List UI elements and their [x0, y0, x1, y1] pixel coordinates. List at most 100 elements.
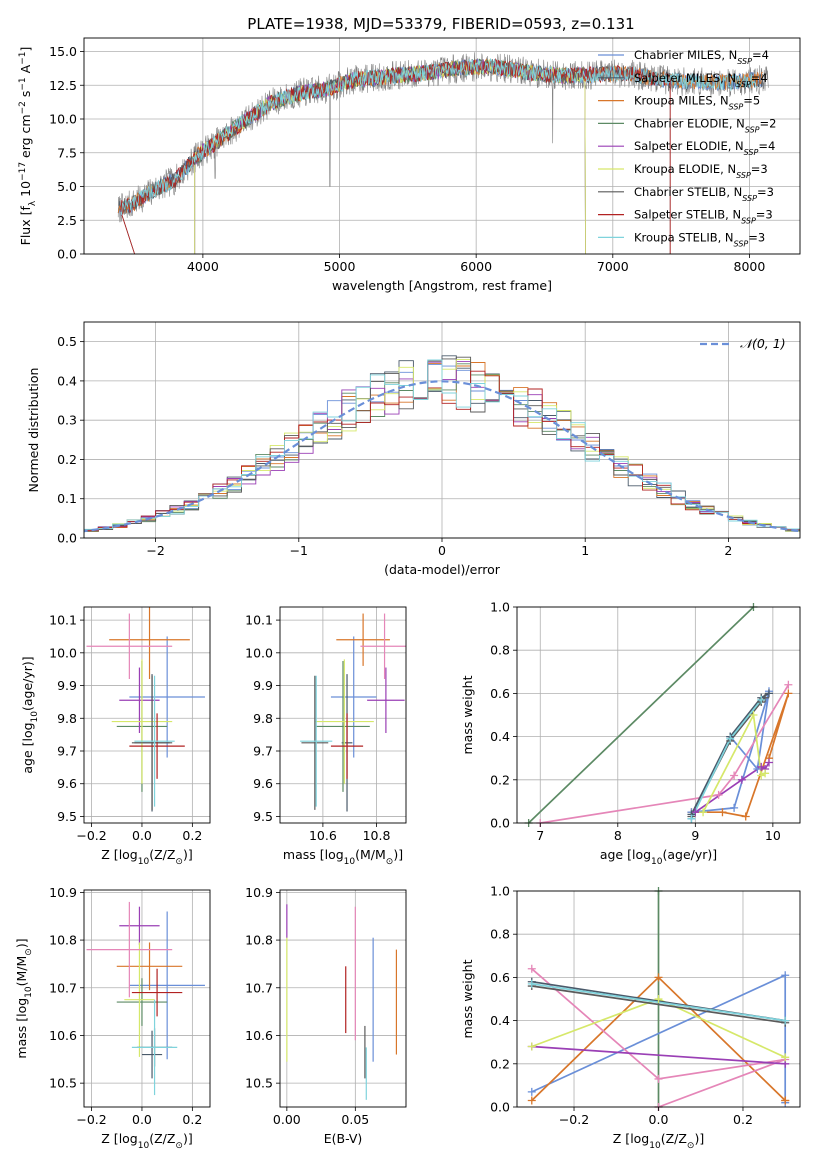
weight-marker	[654, 1074, 663, 1083]
y-tick-label: 2.5	[57, 213, 77, 228]
histogram-kroupa-stelib	[84, 359, 800, 534]
label-part: mass [	[283, 847, 325, 862]
label-part: −2	[18, 101, 28, 114]
y-axis-label: mass weight	[460, 959, 475, 1038]
x-axis-label: mass [log10(M/M⊙)]	[283, 847, 403, 867]
y-tick-label: 0.0	[490, 1100, 510, 1115]
plot-area	[300, 613, 406, 812]
y-tick-label: 9.7	[253, 744, 273, 759]
weight-marker	[784, 680, 793, 689]
legend-entry: Kroupa MILES, NSSP=5	[634, 94, 760, 112]
legend-entry: Chabrier STELIB, NSSP=3	[634, 185, 774, 203]
gaussian-curve	[84, 380, 800, 533]
plot-area	[86, 607, 205, 812]
y-tick-label: 10.1	[49, 613, 77, 628]
x-tick-label: 5000	[324, 259, 356, 274]
plot-area	[84, 355, 800, 534]
panel-age-vs-Z: −0.2 0.0 0.29.59.69.79.89.910.010.1Z [log1…	[20, 606, 211, 867]
y-tick-label: 1.0	[490, 884, 510, 899]
label-part: log	[119, 1131, 138, 1146]
x-tick-label: 0.05	[341, 1112, 369, 1127]
y-tick-label: 0.6	[490, 686, 510, 701]
label-part: ⊙	[687, 1141, 695, 1151]
label-part: s	[18, 91, 33, 102]
axes-frame	[83, 606, 211, 824]
label-part: (age/yr)]	[20, 656, 35, 711]
plot-area	[86, 901, 205, 1096]
panel-weight-vs-Z: −0.2 0.0 0.2 0.0 0.2 0.4 0.6 0.8 1.0 Z [log10(Z/Z…	[460, 884, 801, 1151]
weight-marker	[781, 1096, 790, 1105]
label-part: Z [	[101, 1131, 118, 1146]
label-part: log	[20, 722, 35, 741]
y-tick-label: 9.5	[253, 809, 273, 824]
x-axis-label: Z [log10(Z/Z⊙)]	[613, 1131, 704, 1151]
weight-marker	[527, 1087, 536, 1096]
label-part: A	[18, 64, 33, 77]
legend-count: =4	[751, 71, 768, 85]
weight-marker	[699, 808, 708, 817]
label-part: 10	[649, 1141, 661, 1151]
x-tick-label: 7	[536, 828, 544, 843]
label-part: 10	[24, 986, 34, 998]
axes-frame	[83, 37, 801, 255]
legend-name: Salpeter MILES, N	[634, 71, 736, 85]
label-part: ]	[18, 47, 33, 52]
label-part: 10	[18, 181, 33, 197]
legend-entry: Salpeter ELODIE, NSSP=4	[634, 139, 775, 157]
y-tick-label: 9.6	[253, 776, 273, 791]
y-tick-label: 1.0	[490, 600, 510, 615]
y-tick-label: 0.8	[490, 643, 510, 658]
weight-marker	[764, 758, 773, 767]
label-part: E(B-V)	[324, 1131, 363, 1146]
x-tick-label: 10.8	[363, 828, 391, 843]
label-part: mass weight	[460, 959, 475, 1038]
legend-name: Chabrier STELIB, N	[634, 185, 742, 199]
legend-name: Salpeter ELODIE, N	[634, 139, 744, 153]
legend-entry: Kroupa ELODIE, NSSP=3	[634, 162, 768, 180]
y-tick-label: 15.0	[49, 44, 77, 59]
label-part: λ	[28, 200, 38, 206]
y-tick-label: 10.0	[49, 112, 77, 127]
label-part: (Z/Z	[661, 1131, 687, 1146]
legend-count: =2	[760, 116, 777, 130]
y-tick-label: 10.0	[49, 645, 77, 660]
label-part: mass weight	[460, 675, 475, 754]
y-axis-label: Flux [fλ 10−17 erg cm−2 s−1 A−1]	[18, 47, 38, 246]
label-part: )]	[393, 847, 403, 862]
y-tick-label: 9.8	[57, 711, 77, 726]
legend-sub: SSP	[744, 148, 759, 157]
label-part: 10	[30, 711, 40, 723]
y-tick-label: 10.0	[245, 645, 273, 660]
y-tick-label: 0.3	[57, 413, 77, 428]
legend-entry: Chabrier ELODIE, NSSP=2	[634, 116, 776, 133]
legend-entry: 𝒩(0, 1)	[740, 336, 786, 351]
label-part: Normed distribution	[26, 368, 41, 493]
y-tick-label: 10.7	[245, 980, 273, 995]
x-tick-label: 0.2	[733, 1112, 753, 1127]
x-tick-label: 0.2	[182, 1112, 202, 1127]
axes-frame	[83, 889, 211, 1108]
x-axis-label: Z [log10(Z/Z⊙)]	[101, 847, 192, 867]
x-tick-label: −0.2	[76, 1112, 106, 1127]
plot-area	[117, 52, 769, 254]
y-tick-label: 7.5	[57, 145, 77, 160]
panel-mass-vs-Z: −0.2 0.0 0.210.510.610.710.810.9Z [log10(Z…	[14, 885, 211, 1151]
y-tick-label: 5.0	[57, 179, 77, 194]
legend-name: Kroupa ELODIE, N	[634, 162, 736, 176]
legend-count: =4	[758, 139, 775, 153]
weight-marker	[527, 1096, 536, 1105]
y-tick-label: 0.4	[490, 729, 510, 744]
label-part: mass [	[14, 1017, 29, 1059]
x-axis-label: E(B-V)	[324, 1131, 363, 1146]
weight-marker	[726, 734, 735, 743]
label-part: )]	[694, 1131, 704, 1146]
legend-sub: SSP	[742, 193, 757, 202]
y-axis-label: Normed distribution	[26, 368, 41, 493]
weight-series-line	[531, 968, 786, 1107]
x-tick-label: 0.2	[182, 828, 202, 843]
x-tick-label: 0.0	[649, 1112, 669, 1127]
weight-marker	[527, 979, 536, 988]
label-part: log	[632, 847, 651, 862]
weight-series-line	[531, 985, 786, 1024]
